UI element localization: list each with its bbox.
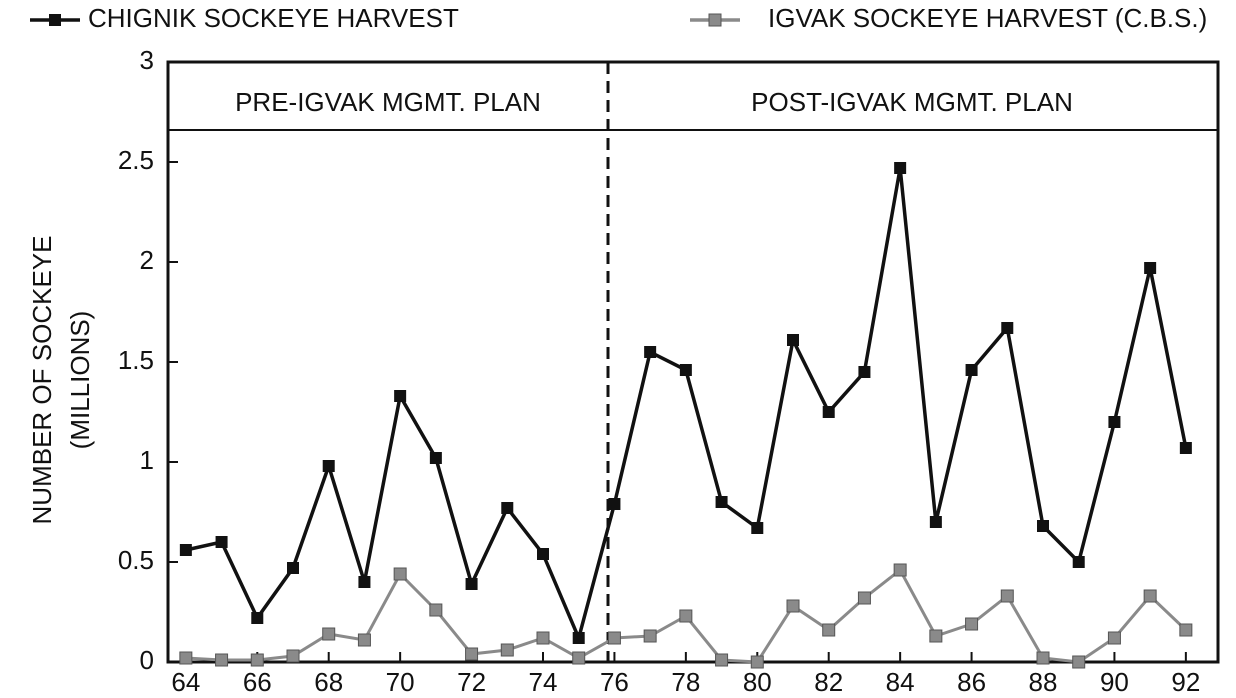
data-point (179, 651, 193, 665)
legend-marker (49, 14, 61, 26)
data-point (644, 346, 657, 358)
data-point (607, 631, 621, 645)
y-tick-label: 2 (140, 245, 154, 275)
x-tick-label: 68 (314, 667, 343, 697)
data-point (1037, 520, 1049, 532)
data-point (429, 452, 442, 464)
data-point (322, 627, 336, 641)
data-point (394, 390, 407, 402)
x-tick-label: 64 (171, 667, 200, 697)
data-point (1107, 631, 1121, 645)
data-point (750, 655, 764, 669)
data-point (608, 498, 621, 510)
data-point (893, 563, 907, 577)
y-tick-label: 0 (140, 645, 154, 675)
data-point (715, 653, 729, 667)
data-point (465, 647, 479, 661)
y-axis-label: (MILLIONS) (65, 311, 95, 450)
data-point (572, 632, 585, 644)
data-point (537, 548, 549, 560)
data-point (965, 617, 979, 631)
data-point (1143, 589, 1157, 603)
data-point (786, 599, 800, 613)
data-point (215, 653, 229, 667)
plot-frame (166, 60, 1220, 664)
data-point (286, 649, 300, 663)
data-point (715, 496, 728, 508)
x-tick-label: 90 (1100, 667, 1129, 697)
x-tick-label: 88 (1029, 667, 1058, 697)
data-point (787, 334, 799, 346)
data-point (1108, 416, 1121, 428)
data-point (572, 651, 586, 665)
data-point (751, 522, 764, 534)
x-tick-label: 74 (529, 667, 558, 697)
data-point (1144, 262, 1157, 274)
data-point (357, 633, 371, 647)
y-tick-label: 1 (140, 445, 154, 475)
data-point (536, 631, 550, 645)
data-point (929, 629, 943, 643)
data-point (287, 562, 299, 574)
x-tick-label: 84 (886, 667, 915, 697)
y-tick-label: 2.5 (118, 145, 154, 175)
data-point (1001, 322, 1014, 334)
data-point (858, 366, 871, 378)
y-tick-label: 1.5 (118, 345, 154, 375)
data-point (965, 364, 978, 376)
data-point (894, 162, 907, 174)
data-point (822, 623, 836, 637)
y-tick-label: 3 (140, 45, 154, 75)
data-point (1072, 655, 1086, 669)
data-point (179, 544, 192, 556)
data-point (215, 536, 228, 548)
legend-label: CHIGNIK SOCKEYE HARVEST (88, 3, 459, 33)
data-point (822, 406, 835, 418)
x-tick-label: 82 (814, 667, 843, 697)
x-tick-label: 72 (457, 667, 486, 697)
x-tick-label: 76 (600, 667, 629, 697)
x-tick-label: 70 (386, 667, 415, 697)
legend-label: IGVAK SOCKEYE HARVEST (C.B.S.) (768, 3, 1207, 33)
data-point (1179, 623, 1193, 637)
annotation: POST-IGVAK MGMT. PLAN (751, 87, 1073, 117)
x-tick-label: 92 (1171, 667, 1200, 697)
data-point (393, 567, 407, 581)
data-point (1179, 442, 1192, 454)
data-point (322, 460, 335, 472)
data-point (679, 609, 693, 623)
legend-marker (708, 13, 722, 27)
data-point (679, 364, 692, 376)
data-point (643, 629, 657, 643)
x-tick-label: 78 (671, 667, 700, 697)
y-axis-label: NUMBER OF SOCKEYE (27, 236, 57, 525)
annotation: PRE-IGVAK MGMT. PLAN (235, 87, 541, 117)
x-tick-label: 66 (243, 667, 272, 697)
data-point (250, 653, 264, 667)
data-point (1000, 589, 1014, 603)
data-point (465, 578, 478, 590)
data-point (857, 591, 871, 605)
series-line (185, 167, 1188, 644)
y-tick-label: 0.5 (118, 545, 154, 575)
data-point (251, 612, 264, 624)
data-point (358, 576, 371, 588)
data-point (501, 502, 514, 514)
x-tick-label: 86 (957, 667, 986, 697)
x-tick-label: 80 (743, 667, 772, 697)
data-point (1072, 556, 1085, 568)
data-point (500, 643, 514, 657)
data-point (429, 603, 443, 617)
data-point (1036, 651, 1050, 665)
data-point (929, 516, 942, 528)
